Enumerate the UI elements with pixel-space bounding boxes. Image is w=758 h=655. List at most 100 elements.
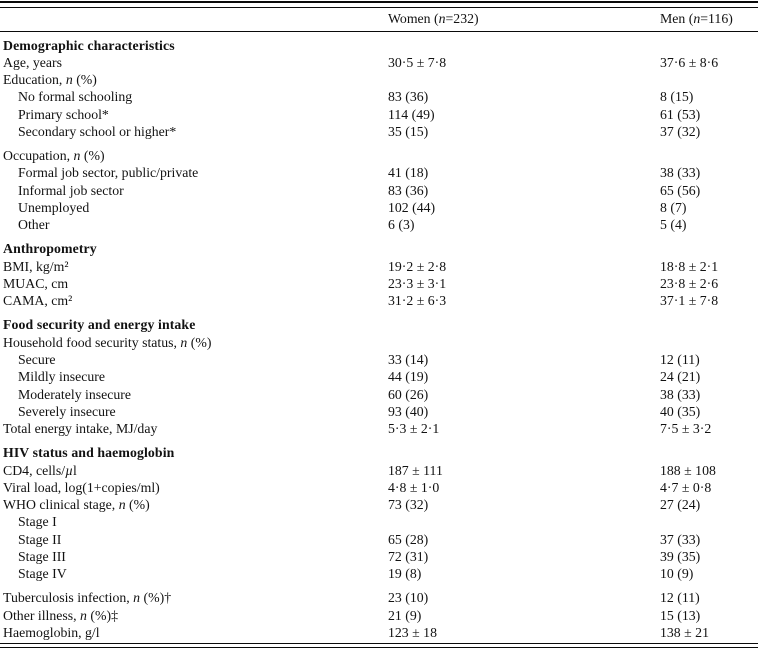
cell-men: 24 (21) <box>660 369 701 385</box>
cell-men: 188 ± 108 <box>660 462 716 478</box>
table-row: Stage II 65 (28) 37 (33) <box>0 531 758 548</box>
cell-men: 37 (32) <box>660 123 701 139</box>
table-row: Severely insecure 93 (40) 40 (35) <box>0 403 758 420</box>
row-label: Stage III <box>18 549 66 564</box>
cell-women: 19 (8) <box>388 566 422 582</box>
section-row: Demographic characteristics <box>0 37 758 54</box>
section-row: Anthropometry <box>0 240 758 257</box>
row-label: Other illness, n (%)‡ <box>3 607 118 623</box>
row-spacer <box>0 140 758 147</box>
cell-men <box>660 71 758 88</box>
table-row: Education, n (%) <box>0 71 758 88</box>
cell-men: 23·8 ± 2·6 <box>660 275 719 291</box>
section-title: Anthropometry <box>3 241 97 257</box>
row-label: MUAC, cm <box>3 275 69 291</box>
col-header-men: Men (n=116) <box>660 11 733 26</box>
top-rule <box>0 1 758 8</box>
header-rule <box>0 30 758 32</box>
row-spacer <box>0 437 758 444</box>
cell-women: 123 ± 18 <box>388 624 437 640</box>
cell-men <box>660 147 758 164</box>
cell-men: 37·6 ± 8·6 <box>660 54 719 70</box>
row-label: Viral load, log(1+copies/ml) <box>3 479 160 495</box>
section-title: Demographic characteristics <box>3 37 175 53</box>
section-title: HIV status and haemoglobin <box>3 445 175 461</box>
cell-men <box>660 513 758 530</box>
cell-men: 8 (15) <box>660 89 694 105</box>
cell-women <box>388 334 660 351</box>
section-row: Food security and energy intake <box>0 316 758 333</box>
table-row: Secondary school or higher* 35 (15) 37 (32… <box>0 123 758 140</box>
row-label: Haemoglobin, g/l <box>3 624 100 640</box>
cell-women: 102 (44) <box>388 199 436 215</box>
row-label: Other <box>18 217 50 233</box>
row-label: Stage II <box>18 531 62 547</box>
table-body: Demographic characteristics Age, years 30·… <box>0 32 758 642</box>
table-row: Moderately insecure 60 (26) 38 (33) <box>0 386 758 403</box>
table-row: Stage I <box>0 513 758 530</box>
cell-women: 4·8 ± 1·0 <box>388 479 440 495</box>
cell-men: 5 (4) <box>660 217 687 233</box>
cell-women: 60 (26) <box>388 386 429 402</box>
cell-women: 30·5 ± 7·8 <box>388 54 447 70</box>
table-header: Women (n=232) Men (n=116) <box>0 8 758 31</box>
row-spacer <box>0 234 758 241</box>
cell-women: 72 (31) <box>388 549 429 564</box>
row-label: Total energy intake, MJ/day <box>3 421 158 437</box>
cell-women: 73 (32) <box>388 497 429 513</box>
row-label: Secure <box>18 351 56 367</box>
cell-women: 187 ± 111 <box>388 462 443 478</box>
row-label: Age, years <box>3 54 62 70</box>
section-title: Food security and energy intake <box>3 317 196 333</box>
cell-women: 83 (36) <box>388 182 429 198</box>
bottom-rule <box>0 643 758 649</box>
table-row: WHO clinical stage, n (%) 73 (32) 27 (24) <box>0 496 758 513</box>
row-label: BMI, kg/m² <box>3 258 69 274</box>
table-row: Total energy intake, MJ/day 5·3 ± 2·1 7·5 … <box>0 420 758 437</box>
row-spacer <box>0 583 758 590</box>
table-row: Secure 33 (14) 12 (11) <box>0 351 758 368</box>
cell-men: 18·8 ± 2·1 <box>660 258 719 274</box>
cell-women: 44 (19) <box>388 369 429 385</box>
cell-men: 12 (11) <box>660 351 700 367</box>
row-label: Occupation, n (%) <box>3 148 105 164</box>
row-spacer <box>0 310 758 317</box>
table-row: CD4, cells/µl 187 ± 111 188 ± 108 <box>0 462 758 479</box>
row-label: CD4, cells/µl <box>3 462 77 478</box>
table-row: BMI, kg/m² 19·2 ± 2·8 18·8 ± 2·1 <box>0 258 758 275</box>
row-label: Household food security status, n (%) <box>3 334 212 350</box>
table-row: Primary school* 114 (49) 61 (53) <box>0 106 758 123</box>
row-label: Mildly insecure <box>18 369 105 385</box>
cell-women: 93 (40) <box>388 403 429 419</box>
table-row: Household food security status, n (%) <box>0 334 758 351</box>
cell-men: 7·5 ± 3·2 <box>660 421 712 437</box>
row-label: WHO clinical stage, n (%) <box>3 497 150 513</box>
cell-men: 138 ± 21 <box>660 624 709 640</box>
row-label: Education, n (%) <box>3 72 97 88</box>
cell-women: 114 (49) <box>388 106 435 122</box>
cell-women: 35 (15) <box>388 123 429 139</box>
cell-men: 12 (11) <box>660 590 700 606</box>
cell-women: 23·3 ± 3·1 <box>388 275 447 291</box>
section-row: HIV status and haemoglobin <box>0 444 758 461</box>
table-row: Other 6 (3) 5 (4) <box>0 216 758 233</box>
cell-men: 27 (24) <box>660 497 701 513</box>
cell-women: 41 (18) <box>388 165 429 181</box>
cell-men: 38 (33) <box>660 165 701 181</box>
table-row: Age, years 30·5 ± 7·8 37·6 ± 8·6 <box>0 54 758 71</box>
cell-women: 23 (10) <box>388 590 429 606</box>
table-row: Formal job sector, public/private 41 (18)… <box>0 164 758 181</box>
table-row: Stage III 72 (31) 39 (35) <box>0 548 758 565</box>
cell-men: 37 (33) <box>660 531 701 547</box>
table-row: Occupation, n (%) <box>0 147 758 164</box>
row-label: Unemployed <box>18 199 90 215</box>
cell-men: 40 (35) <box>660 403 701 419</box>
row-label: Tuberculosis infection, n (%)† <box>3 590 172 606</box>
row-label: Secondary school or higher* <box>18 123 177 139</box>
table-row: No formal schooling 83 (36) 8 (15) <box>0 88 758 105</box>
cell-women: 31·2 ± 6·3 <box>388 293 447 309</box>
row-label: Primary school* <box>18 106 109 122</box>
cell-men <box>660 334 758 351</box>
row-label: No formal schooling <box>18 89 133 105</box>
cell-men: 10 (9) <box>660 566 694 582</box>
